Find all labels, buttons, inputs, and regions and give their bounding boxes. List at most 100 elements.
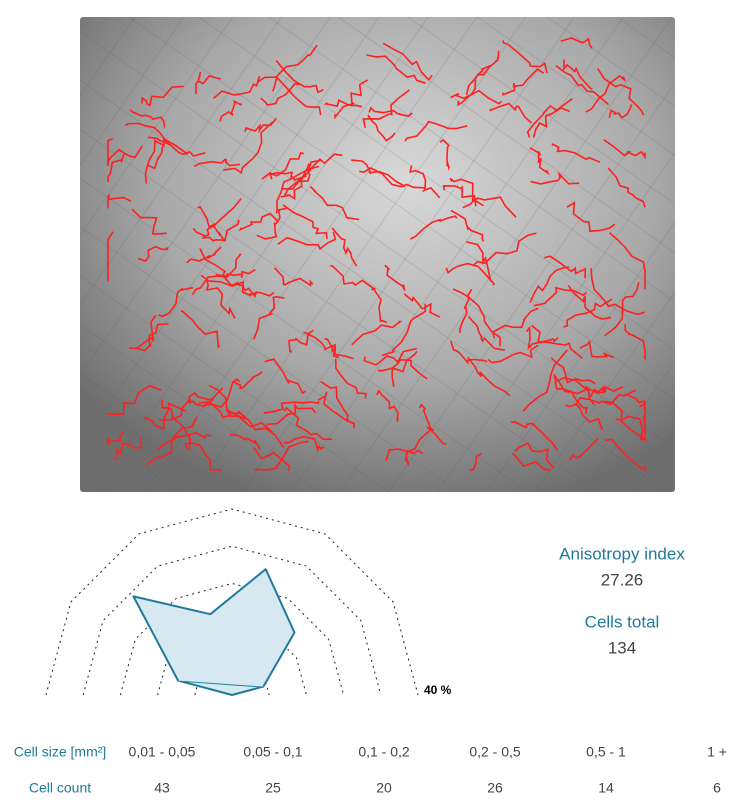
cell-border [107, 194, 132, 209]
size-header: 0,5 - 1 [586, 744, 626, 760]
size-header: 1 + [707, 744, 727, 760]
cell-border [556, 376, 606, 394]
cell-border [560, 37, 593, 49]
cell-border [317, 391, 350, 422]
cell-border [107, 231, 114, 282]
cell-border [215, 269, 256, 278]
cell-border [404, 120, 468, 142]
cell-border [158, 286, 194, 318]
cell-border [376, 389, 399, 422]
cell-border [362, 89, 410, 128]
cell-border [449, 177, 485, 207]
cell-border [244, 117, 278, 134]
cell-border [229, 433, 261, 450]
cell-border [465, 50, 500, 96]
cell-border [282, 204, 328, 239]
cell-border [320, 380, 356, 429]
cell-border [382, 42, 433, 82]
cell-border [574, 389, 637, 406]
cell-border [404, 449, 424, 466]
cell-border [567, 284, 612, 320]
cell-border [147, 138, 170, 166]
cell-border [456, 64, 492, 107]
cell-border [113, 438, 143, 461]
cell-border [195, 71, 221, 95]
cell-border [555, 65, 609, 106]
cell-border [439, 138, 450, 171]
cell-border [274, 267, 314, 287]
cell-border [187, 387, 224, 405]
cell-border [205, 277, 236, 319]
cell-border [512, 452, 551, 471]
cell-border [180, 310, 221, 350]
cell-border [144, 145, 164, 184]
cell-border [410, 215, 458, 240]
cell-border [253, 447, 291, 471]
cell-border [257, 76, 322, 116]
cell-border [604, 282, 640, 337]
cell-border [271, 44, 318, 92]
cell-border [309, 185, 360, 221]
image-texture [80, 17, 675, 492]
cell-border [403, 293, 441, 318]
cell-border [283, 153, 343, 196]
cell-border [409, 165, 441, 199]
cell-border [281, 159, 321, 190]
cell-border [351, 159, 406, 188]
cell-network-overlay [107, 37, 648, 472]
cell-border [193, 158, 241, 168]
cell-border [107, 431, 125, 446]
cell-border [385, 425, 435, 461]
cell-border [510, 421, 559, 451]
cell-border [335, 359, 367, 399]
cell-border [359, 166, 426, 189]
cell-border [107, 384, 162, 416]
cell-border [391, 350, 418, 387]
cell-border [129, 314, 157, 350]
cell-border [223, 121, 274, 175]
cell-border [533, 286, 588, 307]
cell-border [615, 417, 648, 442]
cell-border [489, 102, 532, 124]
cell-border [450, 340, 488, 365]
cell-border [324, 338, 354, 360]
size-header: 0,05 - 0,1 [243, 744, 302, 760]
cell-border [233, 371, 263, 390]
cell-border [143, 402, 187, 430]
cell-border [263, 401, 320, 414]
cell-border [604, 438, 646, 472]
stat-value: 27.26 [601, 570, 644, 589]
cell-border [568, 437, 599, 461]
grid-ring [45, 508, 419, 696]
cell-border [330, 265, 376, 290]
size-header: 0,01 - 0,05 [129, 744, 196, 760]
cell-border [131, 208, 167, 235]
cell-border [137, 245, 169, 262]
radar-area [132, 568, 296, 688]
cell-border [502, 68, 545, 96]
stat-value: 134 [608, 638, 636, 657]
cell-border [492, 307, 539, 339]
stat-label: Anisotropy index [559, 544, 685, 563]
cell-border [219, 99, 243, 122]
cell-border [624, 393, 646, 426]
cell-border [445, 262, 496, 286]
cell-table: Cell size [mm²] 0,01 - 0,05 0,05 - 0,1 0,1 … [14, 744, 727, 796]
cell-border [275, 59, 324, 94]
cell-border [303, 331, 340, 359]
cell-border [208, 384, 247, 419]
cell-border [381, 303, 427, 357]
cell-border [585, 74, 627, 113]
cell-border [603, 139, 646, 160]
cell-border [288, 329, 314, 353]
cell-border [334, 79, 369, 120]
cell-count: 26 [487, 780, 503, 796]
cell-border [544, 255, 587, 279]
cell-border [589, 385, 624, 398]
cell-border [277, 231, 337, 251]
cell-border [418, 403, 447, 445]
cell-border [368, 106, 414, 118]
cell-count: 6 [713, 780, 721, 796]
cell-border [366, 54, 426, 85]
